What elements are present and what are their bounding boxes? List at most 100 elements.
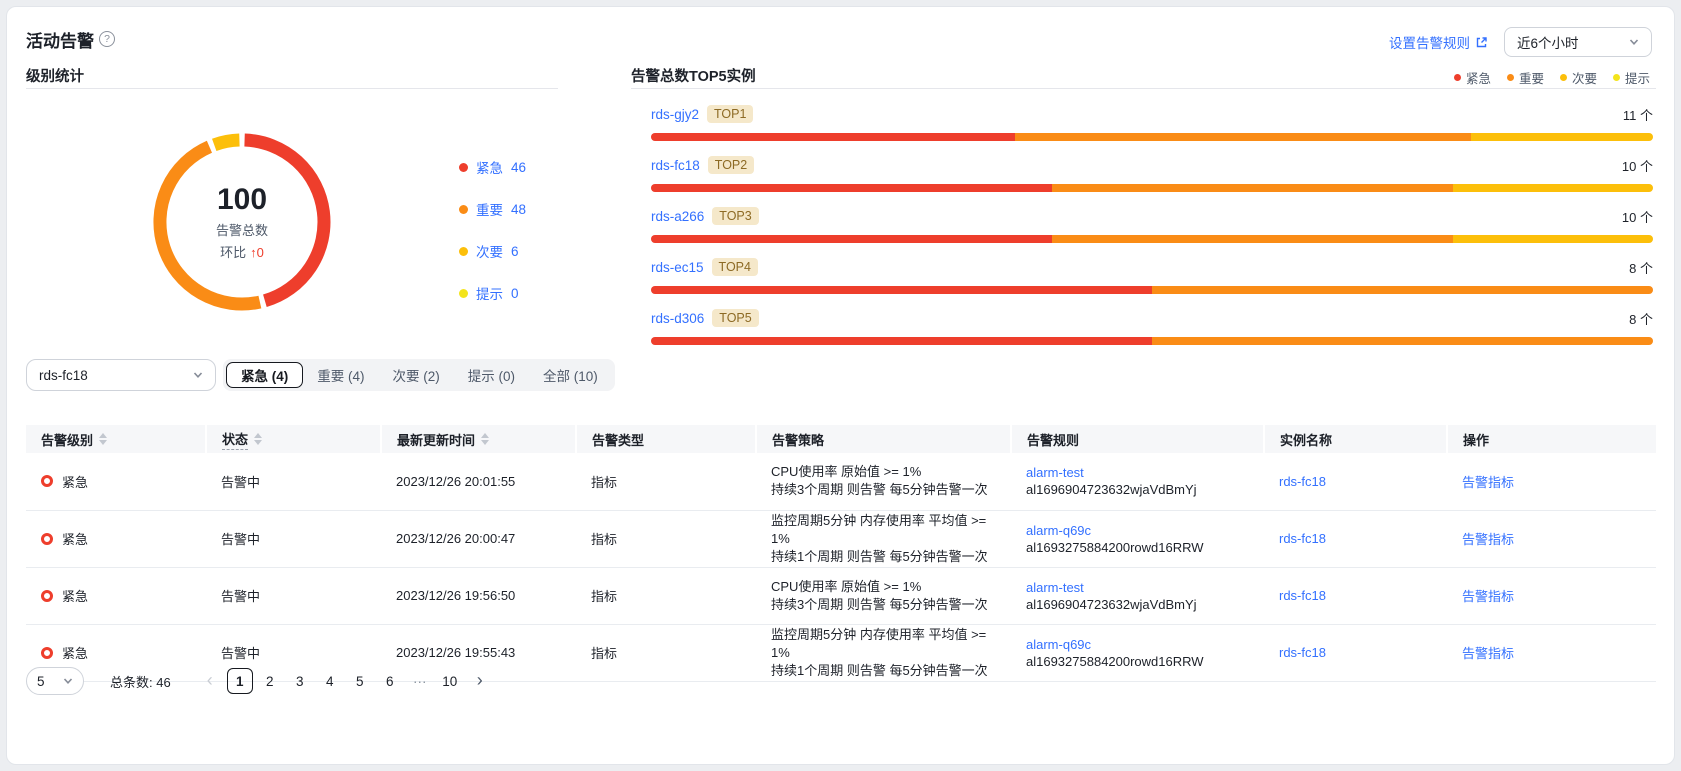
severity-tab[interactable]: 全部 (10) (543, 369, 598, 384)
top5-instance-link[interactable]: rds-fc18 (651, 157, 700, 173)
table-row: 紧急 告警中 2023/12/26 20:01:55 指标 CPU使用率 原始值 >= … (26, 453, 1656, 511)
prev-page-button[interactable]: ‹ (206, 669, 213, 690)
instance-link[interactable]: rds-fc18 (1279, 588, 1326, 603)
severity-legend-item-次要[interactable]: 次要 (1559, 68, 1597, 87)
level-wrap: 紧急 (41, 643, 196, 662)
level-wrap: 紧急 (41, 586, 196, 605)
legend-value: 46 (511, 159, 527, 175)
rule-name-link[interactable]: alarm-test (1026, 465, 1084, 481)
top5-instance-link[interactable]: rds-gjy2 (651, 106, 700, 122)
page-button-2[interactable]: 2 (265, 673, 274, 689)
cell-update-time: 2023/12/26 19:55:43 (381, 624, 576, 682)
next-page-button[interactable]: › (476, 669, 483, 690)
page-button-10[interactable]: 10 (442, 673, 458, 689)
column-header-label: 操作 (1463, 432, 1490, 448)
set-alarm-rules-link[interactable]: 设置告警规则 (1389, 32, 1488, 52)
severity-legend-item-重要[interactable]: 重要 (1506, 68, 1544, 87)
time-range-select[interactable]: 近6个小时 (1504, 27, 1652, 57)
page-size-select[interactable]: 5 (26, 667, 84, 695)
donut-segment-紧急[interactable] (244, 133, 331, 307)
page-button-3[interactable]: 3 (295, 673, 304, 689)
instance-link[interactable]: rds-fc18 (1279, 645, 1326, 660)
pagination-bar: 5 总条数: 46 ‹ 1 2 3 4 5 6 ··· 10 › (26, 667, 493, 695)
column-header[interactable]: 状态 (205, 425, 381, 453)
instance-link[interactable]: rds-fc18 (1279, 473, 1326, 489)
severity-legend-item-紧急[interactable]: 紧急 (1453, 68, 1491, 87)
rule-name-link[interactable]: alarm-test (1026, 579, 1084, 595)
severity-legend-dot (1559, 74, 1567, 81)
severity-tab[interactable]: 提示 (0) (467, 369, 515, 384)
severity-legend-label: 次要 (1571, 72, 1597, 86)
top5-row: rds-d306 TOP5 8 个 (651, 305, 1653, 345)
cell-policy: CPU使用率 原始值 >= 1% 持续3个周期 则告警 每5分钟告警一次 (756, 453, 1011, 511)
cell-level: 紧急 (26, 567, 206, 625)
level-wrap: 紧急 (41, 529, 196, 548)
cell-status: 告警中 (206, 453, 381, 511)
page-button-1[interactable]: 1 (226, 668, 253, 694)
alarm-level-donut-chart[interactable]: 100 告警总数 环比 ↑0 (147, 127, 337, 317)
legend-item-提示[interactable]: 提示 0 (459, 283, 526, 303)
top5-row: rds-ec15 TOP4 8 个 (651, 254, 1653, 294)
rule-name-link[interactable]: alarm-q69c (1026, 522, 1092, 538)
alarm-metrics-link[interactable]: 告警指标 (1462, 474, 1515, 490)
donut-segment-重要[interactable] (153, 140, 262, 311)
severity-tab[interactable]: 重要 (4) (317, 369, 365, 384)
instance-filter-select[interactable]: rds-fc18 (26, 359, 216, 391)
sort-icon[interactable] (99, 433, 108, 445)
policy-lines: 监控周期5分钟 内存使用率 平均值 >= 1% 持续1个周期 则告警 每5分钟告警… (771, 626, 1001, 680)
top5-row: rds-fc18 TOP2 10 个 (651, 152, 1653, 192)
top5-instance-link[interactable]: rds-a266 (651, 208, 705, 224)
column-header-label: 状态 (222, 429, 249, 450)
cell-rule: alarm-test al1696904723632wjaVdBmYj (1011, 567, 1264, 625)
rule-id: al1693275884200rowd16RRW (1026, 539, 1204, 555)
alarm-metrics-link[interactable]: 告警指标 (1462, 532, 1515, 547)
top5-stacked-bar[interactable] (651, 133, 1653, 141)
severity-tab-group: 紧急 (4) 重要 (4) 次要 (2) 提示 (0) 全部 (10) (223, 359, 615, 391)
top5-stacked-bar[interactable] (651, 337, 1653, 345)
severity-tab[interactable]: 紧急 (4) (226, 362, 304, 388)
bar-segment-紧急 (651, 286, 1152, 294)
up-arrow-icon: ↑ (250, 245, 257, 260)
legend-item-重要[interactable]: 重要 48 (459, 199, 526, 219)
level-text: 紧急 (62, 646, 89, 661)
alarm-metrics-link[interactable]: 告警指标 (1462, 589, 1515, 604)
sort-down-icon (99, 440, 108, 445)
top5-row-head: rds-fc18 TOP2 10 个 (651, 152, 1653, 178)
legend-item-次要[interactable]: 次要 6 (459, 241, 526, 261)
legend-value: 6 (511, 243, 519, 259)
sort-icon[interactable] (254, 433, 263, 445)
top5-instance-link[interactable]: rds-d306 (651, 310, 705, 326)
donut-center: 100 告警总数 环比 ↑0 (147, 127, 337, 317)
top5-rank-badge: TOP1 (707, 105, 754, 123)
column-header[interactable]: 告警级别 (26, 425, 206, 453)
instance-link[interactable]: rds-fc18 (1279, 531, 1326, 546)
sort-icon[interactable] (481, 433, 490, 445)
help-icon[interactable]: ? (99, 31, 115, 47)
legend-value: 0 (511, 285, 519, 301)
top5-stacked-bar[interactable] (651, 235, 1653, 243)
top5-instance-link[interactable]: rds-ec15 (651, 259, 704, 275)
rule-name-link[interactable]: alarm-q69c (1026, 636, 1092, 652)
page-ellipsis[interactable]: ··· (412, 673, 427, 689)
alarm-metrics-link[interactable]: 告警指标 (1462, 646, 1515, 661)
top5-stacked-bar[interactable] (651, 286, 1653, 294)
legend-label: 重要 (476, 203, 503, 218)
severity-legend-item-提示[interactable]: 提示 (1612, 68, 1650, 87)
page-button-4[interactable]: 4 (325, 673, 334, 689)
alarm-total-label: 告警总数 (215, 223, 268, 238)
donut-segment-次要[interactable] (212, 133, 240, 152)
level-text: 紧急 (62, 474, 89, 490)
top5-title: 告警总数TOP5实例 (631, 69, 756, 85)
rule-id: al1696904723632wjaVdBmYj (1026, 596, 1197, 612)
severity-tab[interactable]: 次要 (2) (392, 369, 440, 384)
legend-item-紧急[interactable]: 紧急 46 (459, 157, 526, 177)
top5-bar-chart: rds-gjy2 TOP1 11 个 rds-fc18 TOP2 10 个 rds-a266… (651, 101, 1653, 356)
level-text: 紧急 (62, 532, 89, 547)
cell-level: 紧急 (26, 510, 206, 568)
page-button-5[interactable]: 5 (355, 673, 364, 689)
table-row: 紧急 告警中 2023/12/26 19:56:50 指标 CPU使用率 原始值 >= … (26, 567, 1656, 625)
top5-stacked-bar[interactable] (651, 184, 1653, 192)
column-header[interactable]: 最新更新时间 (380, 425, 576, 453)
pager: ‹ 1 2 3 4 5 6 ··· 10 › (197, 668, 493, 694)
page-button-6[interactable]: 6 (385, 673, 394, 689)
